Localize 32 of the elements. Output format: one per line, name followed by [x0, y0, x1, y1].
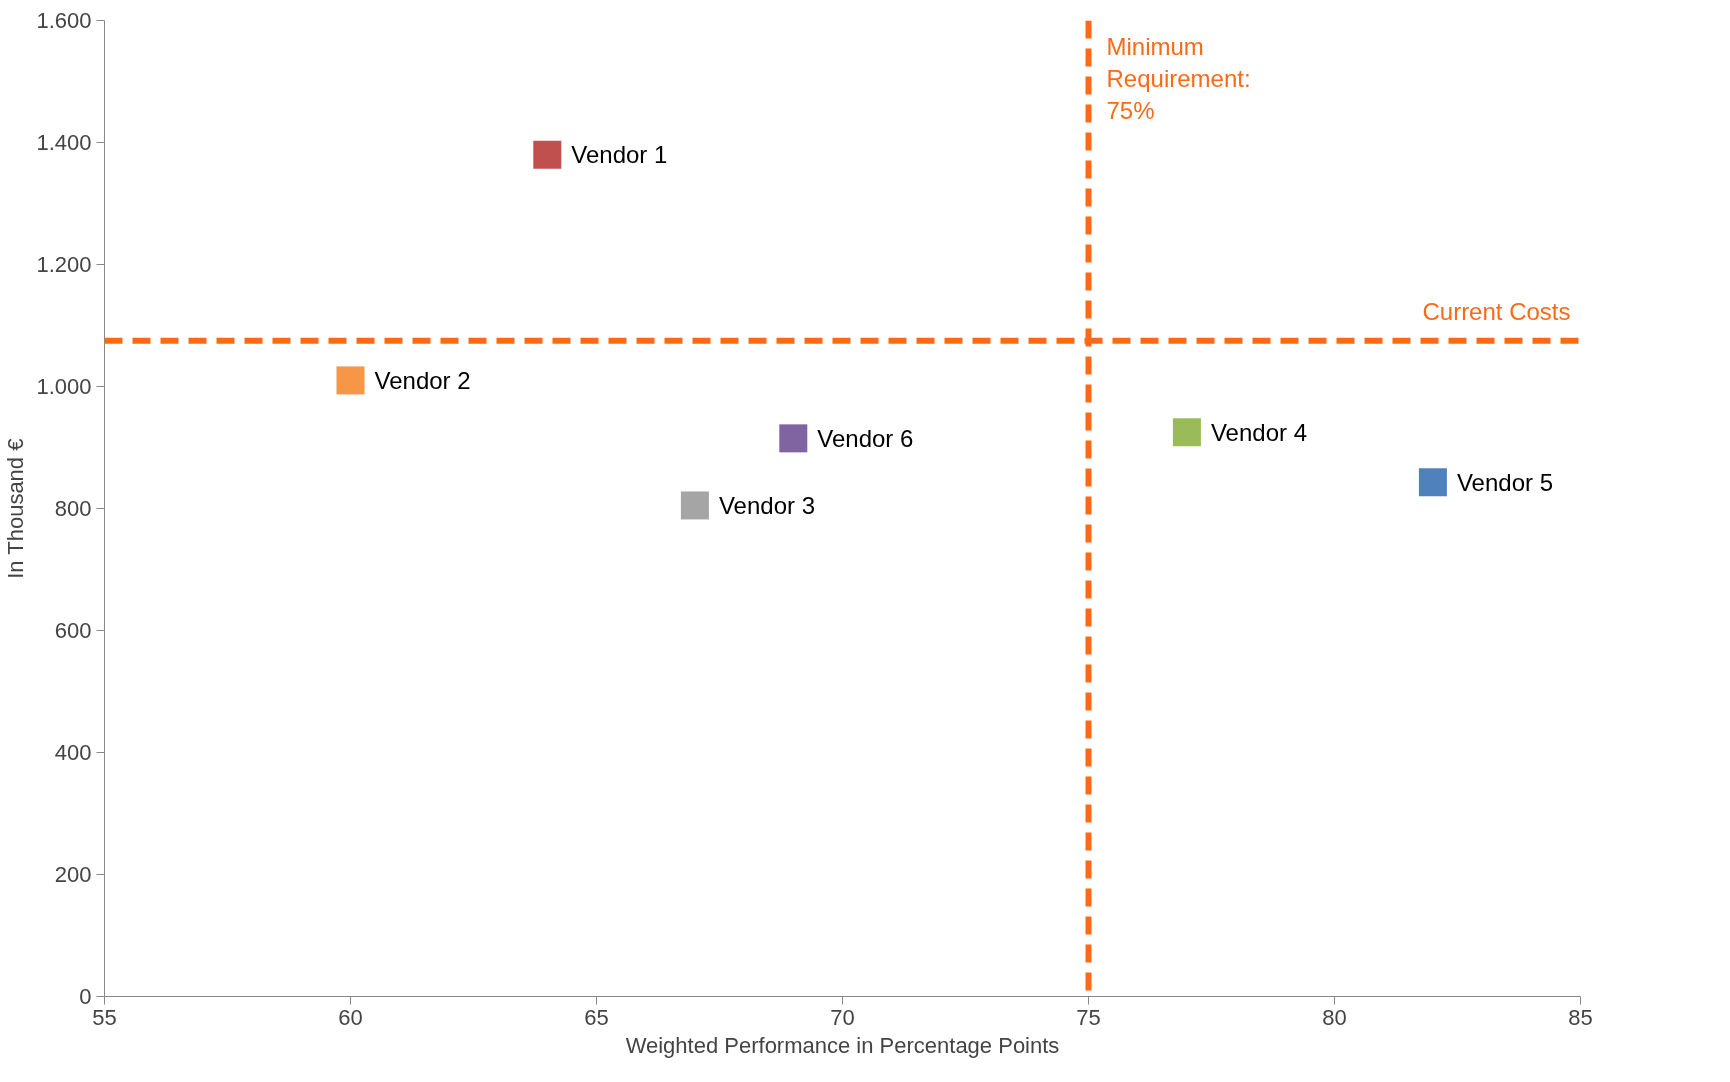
- series-label: Vendor 1: [571, 141, 668, 169]
- ref-line-label: Minimum Requirement: 75%: [1106, 32, 1251, 125]
- x-tick-label: 75: [1076, 1004, 1101, 1030]
- y-axis-title: In Thousand €: [3, 438, 29, 579]
- series-label: Vendor 5: [1456, 468, 1553, 496]
- y-tick-label: 800: [54, 496, 92, 521]
- point: [1172, 418, 1201, 447]
- x-tick-label: 70: [830, 1004, 855, 1030]
- y-tick-label: 1.000: [36, 374, 92, 399]
- point: [1418, 468, 1447, 497]
- y-tick-label: 0: [79, 984, 92, 1009]
- point: [779, 424, 808, 453]
- point: [336, 366, 365, 395]
- ref-line-label: Current Costs: [1422, 297, 1571, 325]
- x-tick-label: 85: [1568, 1004, 1593, 1030]
- series-label: Vendor 6: [817, 424, 914, 452]
- y-tick-label: 1.200: [36, 252, 92, 277]
- y-tick-label: 600: [54, 618, 92, 643]
- point: [680, 491, 709, 520]
- x-tick-label: 60: [338, 1004, 363, 1030]
- x-tick-label: 65: [584, 1004, 609, 1030]
- series-label: Vendor 3: [718, 491, 815, 519]
- y-tick-label: 1.400: [36, 130, 92, 155]
- x-tick-label: 55: [92, 1004, 117, 1030]
- x-axis-title: Weighted Performance in Percentage Points: [625, 1032, 1060, 1058]
- series-label: Vendor 4: [1210, 418, 1307, 446]
- x-tick-label: 80: [1322, 1004, 1347, 1030]
- y-tick-label: 200: [54, 862, 92, 887]
- point: [533, 140, 562, 169]
- y-tick-label: 1.600: [36, 8, 92, 33]
- series-label: Vendor 2: [374, 366, 471, 394]
- y-tick-label: 400: [54, 740, 92, 765]
